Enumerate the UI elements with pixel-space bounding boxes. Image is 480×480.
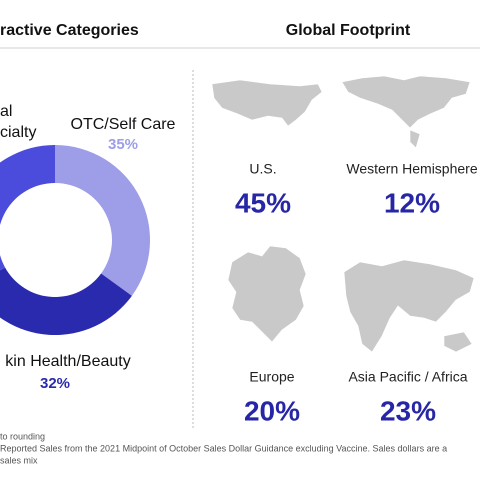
region-share: 12% [384, 187, 440, 218]
value-label: 35% [108, 136, 138, 153]
section-title: ractive Categories [0, 22, 139, 39]
category-label: kin Health/Beauty [5, 353, 130, 370]
asia-africa-map [343, 259, 475, 353]
section-title: Global Footprint [286, 22, 411, 39]
europe-map [227, 245, 307, 343]
western-hemisphere-map [341, 75, 471, 149]
footnote: sales mix [0, 455, 38, 465]
donut-segment [0, 267, 132, 335]
footnote: Reported Sales from the 2021 Midpoint of… [0, 443, 447, 453]
region-label: Europe [249, 369, 294, 385]
donut-segment [0, 145, 55, 271]
footnote: to rounding [0, 431, 45, 441]
category-label: OTC/Self Care [71, 116, 176, 133]
region-label: Western Hemisphere [346, 161, 477, 177]
region-label: U.S. [249, 161, 276, 177]
category-label: al [0, 103, 12, 120]
region-share: 23% [380, 395, 436, 426]
us-map [211, 79, 323, 127]
region-label: Asia Pacific / Africa [348, 369, 467, 385]
region-share: 45% [235, 187, 291, 218]
region-share: 20% [244, 395, 300, 426]
category-label: cialty [0, 124, 36, 141]
donut-segment [55, 145, 150, 296]
value-label: 32% [40, 375, 70, 392]
